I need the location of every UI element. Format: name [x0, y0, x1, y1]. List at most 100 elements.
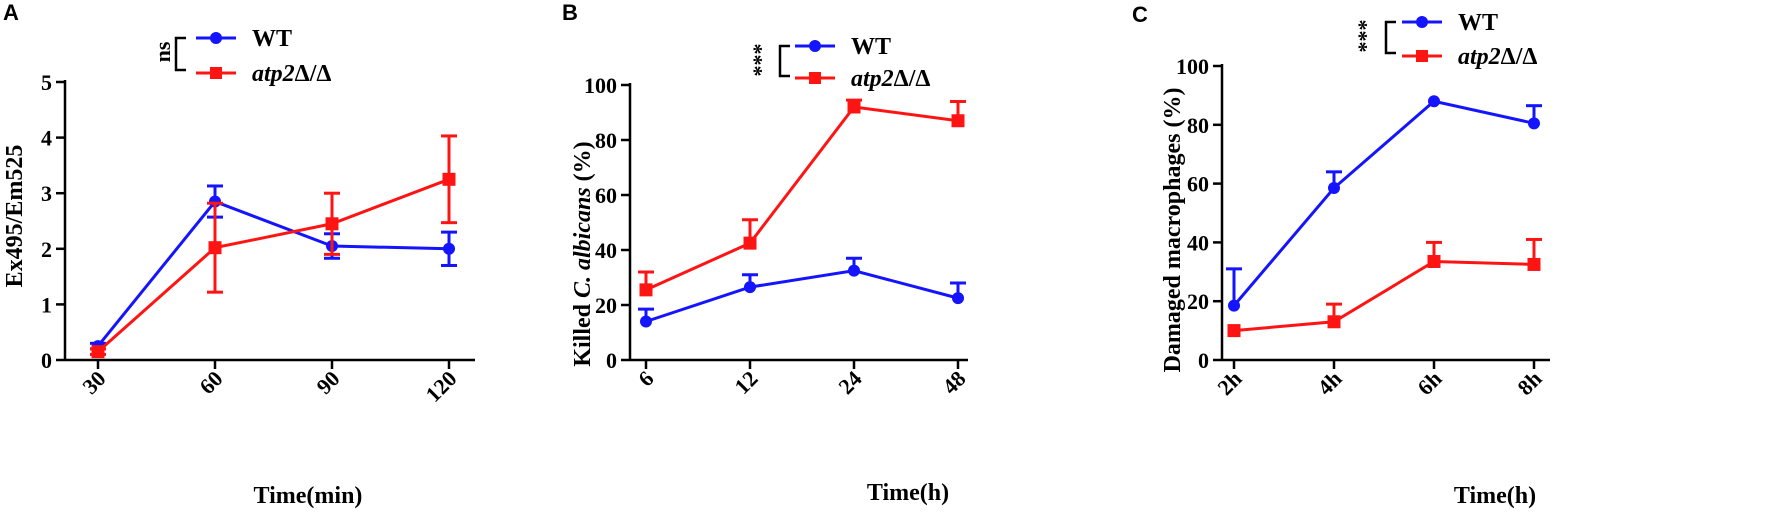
x-tick-label: 2h [1212, 366, 1246, 400]
x-tick-label: 90 [311, 366, 344, 399]
panel-c-significance: *** [1353, 20, 1378, 53]
panel-a-letter: A [3, 0, 19, 25]
panel-b-significance-bracket [780, 46, 790, 76]
legend-wt-marker [1416, 16, 1428, 28]
y-tick-label: 4 [41, 126, 52, 151]
legend-mutant-label: atp2Δ/Δ [851, 66, 930, 92]
wt-point [443, 243, 455, 255]
legend-mutant-label: atp2Δ/Δ [1458, 44, 1537, 70]
panel-b: B *** WT atp2Δ/Δ 0 20 40 60 80 100 6 12 24 48 Kil… [562, 0, 971, 506]
panel-c-significance-bracket [1386, 22, 1396, 53]
x-tick-label: 60 [194, 366, 227, 399]
legend-mutant-marker [210, 67, 222, 79]
panel-c: C *** WT atp2Δ/Δ 0 20 40 60 80 100 2h 4h 6h 8h Da… [1132, 2, 1550, 509]
wt-point [744, 281, 756, 293]
panel-a-significance: ns [150, 41, 175, 62]
panel-b-ylabel: Killed C. albicans (%) [570, 141, 596, 366]
legend-wt-marker [210, 32, 222, 44]
mutant-point [326, 217, 339, 230]
mutant-point [209, 241, 222, 254]
wt-series-line [1234, 101, 1534, 305]
legend-mutant-label-plain: Δ/Δ [1501, 44, 1538, 70]
y-tick-label: 80 [1187, 113, 1209, 138]
mutant-series-line [98, 179, 449, 351]
legend-mutant-label-italic: atp2 [851, 66, 894, 92]
wt-point [640, 316, 652, 328]
y-tick-label: 100 [584, 73, 617, 98]
legend-mutant-label-italic: atp2 [1458, 44, 1501, 70]
figure: A ns WT atp2Δ/Δ 01234530 60 90 120 Ex495/Em… [0, 0, 1772, 513]
y-tick-label: 0 [41, 348, 52, 373]
y-tick-label: 60 [595, 183, 617, 208]
y-tick-label: 20 [1187, 289, 1209, 314]
x-tick-label: 12 [729, 366, 762, 399]
panel-b-ylabel-prefix: Killed [570, 298, 596, 367]
panel-b-letter: B [562, 0, 578, 25]
mutant-point [1328, 315, 1341, 328]
y-tick-label: 1 [41, 292, 52, 317]
panel-c-plot: 0 20 40 60 80 100 2h 4h 6h 8h [1176, 54, 1550, 400]
x-tick-label: 8h [1512, 366, 1546, 400]
mutant-point [1428, 255, 1441, 268]
legend-mutant-marker [1416, 50, 1428, 62]
y-tick-label: 80 [595, 128, 617, 153]
panel-a: A ns WT atp2Δ/Δ 0 1 2 3 4 5 30 60 90 120 Ex495/Em… [2, 0, 475, 509]
panel-b-significance: *** [748, 44, 773, 77]
wt-point [1228, 300, 1240, 312]
panel-b-ylabel-suffix: (%) [570, 141, 596, 187]
legend-wt-label: WT [252, 26, 292, 52]
y-tick-label: 40 [1187, 230, 1209, 255]
mutant-series-line [1234, 262, 1534, 331]
legend-wt-marker [809, 40, 821, 52]
mutant-point [1228, 324, 1241, 337]
legend-mutant-marker [809, 72, 821, 84]
legend-wt-label: WT [851, 34, 891, 60]
legend-mutant-label-plain: Δ/Δ [894, 66, 931, 92]
panel-b-xlabel: Time(h) [867, 480, 949, 506]
panel-a-significance-bracket [176, 38, 186, 70]
wt-point [1328, 182, 1340, 194]
wt-point [1428, 95, 1440, 107]
legend-mutant-label: atp2Δ/Δ [252, 61, 331, 87]
panel-a-legend: ns WT atp2Δ/Δ [150, 26, 331, 87]
legend-mutant-label-plain: Δ/Δ [295, 61, 332, 87]
x-tick-label: 4h [1312, 366, 1346, 400]
wt-point [952, 292, 964, 304]
y-tick-label: 3 [41, 181, 52, 206]
x-tick-label: 48 [937, 366, 970, 399]
y-tick-label: 2 [41, 237, 52, 262]
x-tick-label: 30 [77, 366, 110, 399]
panel-c-xlabel: Time(h) [1454, 483, 1536, 509]
panel-a-plot: 0 1 2 3 4 5 30 60 90 120 [41, 70, 475, 407]
wt-series-line [98, 202, 449, 347]
panel-c-legend: *** WT atp2Δ/Δ [1353, 10, 1537, 70]
mutant-point [848, 101, 861, 114]
x-tick-label: 6 [633, 366, 658, 391]
legend-mutant-label-italic: atp2 [252, 61, 295, 87]
panel-b-legend: *** WT atp2Δ/Δ [748, 34, 930, 92]
wt-point [848, 265, 860, 277]
wt-series-line [646, 271, 958, 322]
y-tick-label: 60 [1187, 172, 1209, 197]
y-tick-label: 5 [41, 70, 52, 95]
x-tick-label: 6h [1412, 366, 1446, 400]
mutant-point [92, 345, 105, 358]
x-tick-label: 120 [421, 366, 462, 407]
panel-c-letter: C [1132, 2, 1148, 27]
legend-wt-label: WT [1458, 10, 1498, 36]
mutant-point [640, 283, 653, 296]
panel-a-xlabel: Time(min) [254, 483, 363, 509]
panel-b-ylabel-italic: C. albicans [570, 187, 596, 298]
panel-c-ylabel: Damaged macrophages (%) [1160, 88, 1186, 373]
panel-b-plot: 0 20 40 60 80 100 6 12 24 48 [584, 73, 971, 399]
mutant-point [744, 237, 757, 250]
y-tick-label: 40 [595, 238, 617, 263]
y-tick-label: 100 [1176, 54, 1209, 79]
wt-point [1528, 117, 1540, 129]
y-tick-label: 20 [595, 293, 617, 318]
panel-a-ylabel: Ex495/Em525 [2, 145, 28, 288]
x-tick-label: 24 [833, 366, 866, 399]
y-tick-label: 0 [1198, 348, 1209, 373]
mutant-point [443, 173, 456, 186]
y-tick-label: 0 [606, 348, 617, 373]
